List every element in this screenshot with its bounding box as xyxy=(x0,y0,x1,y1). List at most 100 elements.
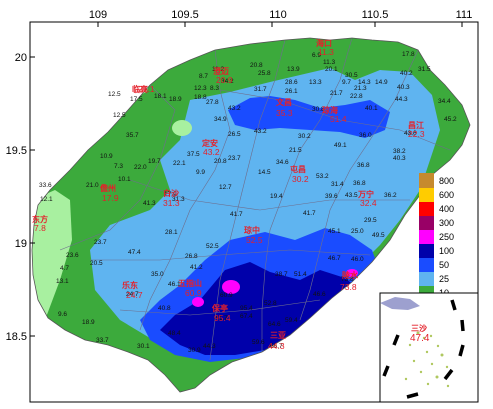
station-value: 9.6 xyxy=(58,311,67,318)
station-value: 35.0 xyxy=(151,271,164,278)
station-value: 4.7 xyxy=(60,265,69,272)
station-value: 13.1 xyxy=(56,278,69,285)
inset-city-label: 三沙 xyxy=(411,324,427,333)
svg-text:琼海: 琼海 xyxy=(322,105,338,115)
x-tick-label: 110.5 xyxy=(362,9,389,21)
svg-text:万宁: 万宁 xyxy=(357,189,374,199)
legend-label: 100 xyxy=(439,246,454,256)
station-value: 73.8 xyxy=(341,276,354,283)
station-value: 21.7 xyxy=(330,90,343,97)
x-tick-label: 109 xyxy=(89,9,107,21)
station-value: 36.0 xyxy=(359,132,372,139)
station-value: 21.0 xyxy=(86,182,99,189)
station-value: 14.3 xyxy=(358,79,371,86)
station-value: 46.7 xyxy=(328,255,341,262)
station-value: 26.5 xyxy=(228,131,241,138)
city-danzhou: 儋州 17.9 xyxy=(100,183,119,203)
station-value: 30.5 xyxy=(345,72,358,79)
south-china-sea-inset: 三沙 47.4 xyxy=(379,292,479,403)
legend-swatch xyxy=(419,244,434,258)
inset-landmass xyxy=(380,297,420,310)
city-wenchang: 文昌 35.3 xyxy=(276,97,293,118)
y-tick-label: 19.5 xyxy=(6,145,27,157)
svg-text:24.7: 24.7 xyxy=(126,290,143,300)
station-value: 34.4 xyxy=(438,98,451,105)
station-value: 39.6 xyxy=(325,193,338,200)
city-wuzhishan: 五指山 60.9 xyxy=(178,278,202,298)
station-value: 43.2 xyxy=(228,105,241,112)
station-value: 13.3 xyxy=(309,79,322,86)
city-dongfang: 东方 7.8 xyxy=(32,214,48,233)
rain-zone-50-northeast xyxy=(228,96,390,138)
station-value: 14.9 xyxy=(375,79,388,86)
station-value: 12.5 xyxy=(108,91,121,98)
station-value: 34.9 xyxy=(214,116,227,123)
y-tick-label: 18.5 xyxy=(6,331,27,343)
station-value: 25.0 xyxy=(351,228,364,235)
svg-text:7.8: 7.8 xyxy=(34,223,46,233)
city-sanya: 三亚 44.3 xyxy=(268,331,286,351)
station-value: 30.8 xyxy=(312,106,325,113)
svg-text:30.2: 30.2 xyxy=(292,174,309,184)
svg-text:52.5: 52.5 xyxy=(246,235,263,245)
svg-text:文昌: 文昌 xyxy=(276,97,292,107)
station-value: 26.1 xyxy=(285,88,298,95)
station-value: 28.6 xyxy=(285,79,298,86)
city-dingan: 定安 43.2 xyxy=(201,138,220,157)
svg-text:17.9: 17.9 xyxy=(102,193,119,203)
station-value: 17.5 xyxy=(130,96,143,103)
station-value: 30.2 xyxy=(298,133,311,140)
legend-swatch xyxy=(419,258,434,272)
svg-text:东方: 东方 xyxy=(32,214,48,224)
station-value: 17.9 xyxy=(164,191,177,198)
svg-text:31.3: 31.3 xyxy=(163,198,180,208)
legend-swatch xyxy=(419,173,434,188)
station-value: 13.9 xyxy=(287,66,300,73)
station-value: 31.4 xyxy=(331,181,344,188)
station-value: 11.3 xyxy=(323,59,336,66)
legend-swatch xyxy=(419,272,434,286)
station-value: 53.2 xyxy=(316,173,329,180)
city-ledong: 乐东 24.7 xyxy=(122,280,143,300)
station-value: 14.5 xyxy=(258,169,271,176)
x-axis: 109 109.5 110 110.5 111 xyxy=(89,9,472,27)
station-value: 46.6 xyxy=(313,291,326,298)
station-value: 8.3 xyxy=(210,85,219,92)
station-value: 12.5 xyxy=(113,112,126,119)
station-value: 12.3 xyxy=(194,85,207,92)
islands-icon xyxy=(404,331,450,388)
station-value: 35.7 xyxy=(126,132,139,139)
station-value: 24.7 xyxy=(126,291,139,298)
city-qiongzhong: 琼中 52.5 xyxy=(244,225,263,245)
city-baoting: 保亭 95.4 xyxy=(211,303,231,323)
svg-text:海口: 海口 xyxy=(316,38,332,48)
station-value: 31.3 xyxy=(172,196,185,203)
svg-text:三亚: 三亚 xyxy=(270,331,286,340)
city-labels: 海口 11.3 临高 27.1 澄迈 20.9 文昌 35.3 定安 43.2 … xyxy=(32,38,425,351)
legend-label: 300 xyxy=(439,218,454,228)
svg-text:儋州: 儋州 xyxy=(100,183,116,193)
station-value: 51.4 xyxy=(294,271,307,278)
station-value: 64.6 xyxy=(268,321,281,328)
svg-text:琼中: 琼中 xyxy=(244,225,260,235)
svg-text:51.4: 51.4 xyxy=(330,114,347,124)
station-value: 25.8 xyxy=(258,70,271,77)
svg-text:陵水: 陵水 xyxy=(342,270,359,280)
station-value: 95.4 xyxy=(240,305,253,312)
city-wanning: 万宁 32.4 xyxy=(357,189,377,208)
station-value: 20.8 xyxy=(250,62,263,69)
station-value: 18.8 xyxy=(194,94,207,101)
svg-text:20.9: 20.9 xyxy=(216,75,233,85)
city-qionghai: 琼海 51.4 xyxy=(322,105,347,124)
station-value: 41.7 xyxy=(215,315,228,322)
station-value: 45.1 xyxy=(328,228,341,235)
svg-text:27.1: 27.1 xyxy=(138,84,155,94)
station-value: 18.9 xyxy=(169,96,182,103)
station-value: 18.1 xyxy=(154,93,167,100)
station-value: 12.7 xyxy=(219,184,232,191)
station-value: 48.4 xyxy=(168,330,181,337)
legend-swatch xyxy=(419,216,434,230)
station-value: 29.5 xyxy=(364,217,377,224)
station-value: 36.8 xyxy=(353,180,366,187)
y-tick-label: 20 xyxy=(15,52,27,64)
